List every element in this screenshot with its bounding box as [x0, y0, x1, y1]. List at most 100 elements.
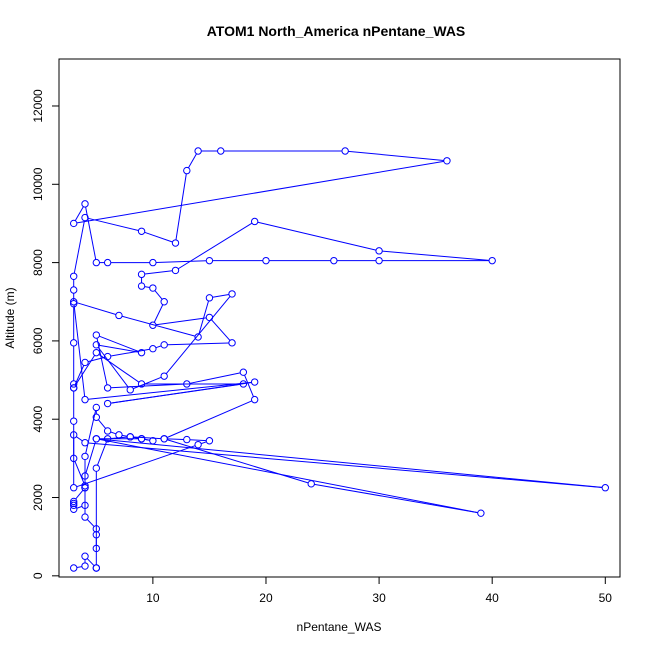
data-point — [443, 157, 451, 165]
x-tick-label: 20 — [259, 591, 273, 605]
data-point — [81, 439, 89, 447]
data-point — [137, 435, 146, 443]
series-segment — [189, 439, 207, 442]
plot-frame — [58, 58, 621, 578]
series-segment — [155, 317, 207, 326]
data-point — [160, 298, 168, 306]
data-point — [194, 333, 202, 341]
data-point — [103, 352, 112, 361]
data-point — [92, 531, 101, 539]
series-segment — [73, 304, 86, 397]
data-point — [70, 505, 78, 513]
data-point — [194, 147, 202, 155]
data-point — [70, 417, 78, 425]
x-tick-label: 40 — [486, 591, 500, 605]
data-point — [70, 384, 78, 392]
data-point — [228, 339, 236, 347]
x-axis-label: nPentane_WAS — [297, 620, 382, 634]
data-point — [81, 484, 89, 492]
data-point — [149, 284, 157, 292]
x-tick-label: 10 — [146, 591, 160, 605]
series-segment — [212, 293, 229, 298]
data-point — [70, 497, 78, 506]
series-segment — [187, 153, 197, 169]
series-segment — [76, 160, 444, 224]
data-point — [205, 313, 214, 322]
data-point — [171, 266, 180, 275]
series-segment — [133, 376, 162, 390]
series-segment — [244, 374, 254, 397]
data-point — [81, 513, 89, 521]
series-segment — [167, 438, 184, 440]
series-segment — [75, 355, 96, 386]
data-point — [92, 525, 101, 533]
data-point — [149, 437, 157, 445]
y-tick-label: 6000 — [31, 327, 45, 354]
y-tick-label: 2000 — [31, 484, 45, 511]
data-point — [330, 256, 338, 265]
data-point — [92, 435, 101, 443]
series-segment — [156, 260, 207, 263]
data-point — [70, 454, 78, 463]
series-segment — [155, 345, 162, 349]
data-point — [307, 480, 315, 488]
series-segment — [144, 270, 173, 275]
chart-title: ATOM1 North_America nPentane_WAS — [207, 23, 466, 39]
y-tick-label: 4000 — [31, 406, 45, 433]
series-segment — [200, 441, 207, 445]
series-segment — [110, 431, 117, 435]
data-point — [160, 372, 168, 380]
series-segment — [348, 150, 444, 161]
data-point — [239, 380, 248, 388]
data-point — [92, 564, 101, 572]
data-point — [262, 256, 270, 265]
data-point — [239, 368, 248, 376]
series-segment — [167, 439, 309, 484]
data-point — [92, 403, 101, 412]
data-point — [92, 341, 101, 349]
series-segment — [99, 438, 478, 514]
data-point — [115, 431, 123, 439]
series-segment — [110, 348, 150, 357]
data-point — [92, 348, 101, 357]
series-segment — [211, 319, 231, 341]
y-tick-label: 12000 — [31, 89, 45, 123]
data-point — [103, 435, 112, 443]
data-point — [70, 380, 78, 388]
data-point — [81, 395, 89, 404]
series-segment — [110, 381, 252, 404]
series-segment — [144, 286, 150, 288]
series-segment — [85, 441, 96, 474]
data-point — [126, 386, 134, 394]
data-point — [126, 433, 134, 441]
series-segment — [167, 342, 229, 346]
data-point — [183, 166, 191, 175]
x-axis: 10 20 30 40 50 — [146, 577, 612, 605]
series-segment — [76, 436, 83, 442]
data-point — [137, 380, 146, 388]
data-point — [194, 440, 202, 449]
data-point — [171, 239, 180, 247]
series-segment — [144, 231, 173, 243]
data-point — [81, 472, 89, 480]
data-point — [92, 258, 101, 267]
data-point — [183, 380, 191, 388]
data-point — [160, 435, 168, 443]
data-point — [217, 147, 225, 155]
series-segment — [165, 296, 231, 374]
data-point — [70, 339, 78, 347]
x-tick-label: 30 — [372, 591, 386, 605]
data-point — [137, 348, 146, 357]
data-point — [70, 431, 78, 439]
data-point — [70, 484, 78, 492]
data-point — [92, 544, 101, 553]
series-segment — [86, 558, 95, 567]
y-tick-label: 0 — [31, 572, 45, 579]
series-segment — [154, 290, 163, 300]
y-tick-label: 10000 — [31, 167, 45, 201]
series-segment — [76, 445, 196, 488]
series-segment — [96, 338, 108, 385]
data-point — [488, 256, 496, 265]
series-segment — [97, 347, 129, 388]
y-tick-label: 8000 — [31, 249, 45, 276]
